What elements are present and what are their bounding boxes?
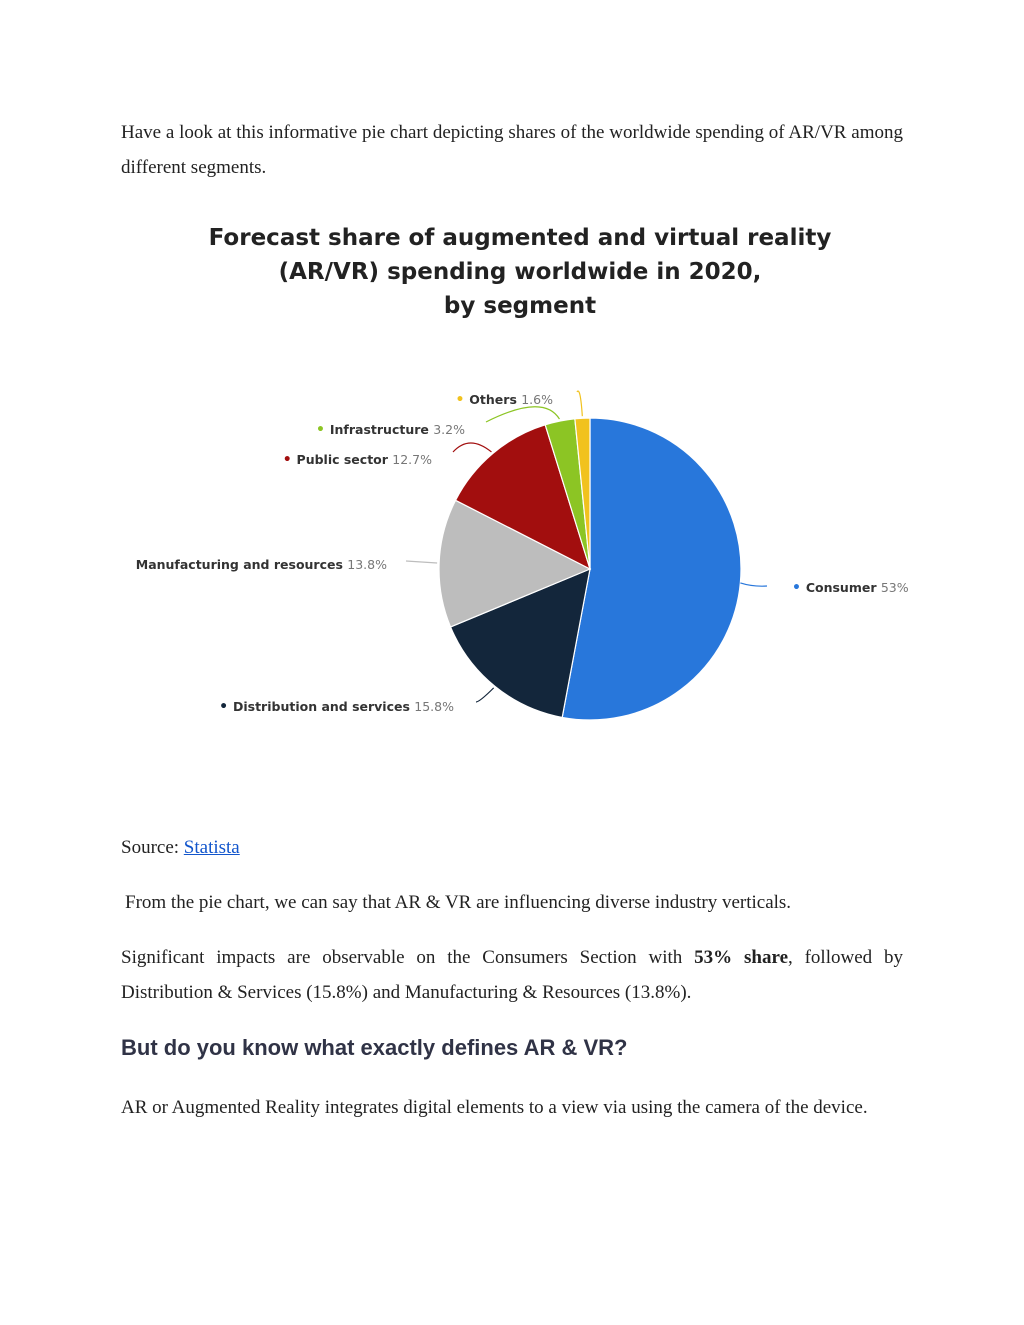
pie-slice-consumer	[561, 417, 742, 721]
pie-label-distribution-and-services: • Distribution and services 15.8%	[219, 699, 454, 715]
pie-label-manufacturing-and-resources: • Manufacturing and resources 13.8%	[130, 557, 387, 573]
pie-label-name: Others	[469, 392, 521, 407]
pie-slice-distribution-and-services	[449, 568, 591, 719]
legend-bullet: •	[792, 580, 806, 596]
legend-bullet: •	[316, 422, 330, 438]
leader-line-distribution-and-services	[475, 687, 495, 703]
legend-bullet: •	[219, 699, 233, 715]
chart-title: Forecast share of augmented and virtual …	[209, 225, 832, 319]
source-link[interactable]: Statista	[183, 837, 240, 858]
paragraph-consumers-after: , followed by Distribution & Services (1…	[121, 947, 903, 1003]
source-prefix: Source:	[121, 837, 184, 858]
leader-line-others	[576, 390, 583, 417]
chart-title-line-1: Forecast share of augmented and virtual …	[209, 225, 832, 251]
pie-label-value: 53%	[881, 580, 909, 595]
consumer-share-bold: 53% share	[694, 947, 788, 968]
leader-line-consumer	[740, 582, 768, 587]
pie-label-name: Public sector	[297, 452, 393, 467]
intro-paragraph: Have a look at this informative pie char…	[121, 122, 903, 178]
leader-line-infrastructure	[485, 406, 560, 423]
pie-label-consumer: • Consumer 53%	[792, 580, 909, 596]
pie-label-infrastructure: • Infrastructure 3.2%	[316, 422, 465, 438]
leader-line-public-sector	[452, 442, 492, 453]
legend-bullet: •	[455, 392, 469, 408]
pie-label-value: 15.8%	[414, 699, 454, 714]
pie-slice-manufacturing-and-resources	[438, 499, 592, 628]
pie-label-name: Infrastructure	[330, 422, 433, 437]
pie-slice-others	[574, 417, 591, 570]
pie-labels: • Consumer 53%• Distribution and service…	[130, 390, 909, 715]
pie-chart: Forecast share of augmented and virtual …	[130, 225, 909, 721]
pie-label-value: 1.6%	[521, 392, 553, 407]
section-heading: But do you know what exactly defines AR …	[121, 1035, 628, 1060]
chart-title-line-3: by segment	[444, 293, 596, 319]
pie-label-name: Consumer	[806, 580, 881, 595]
legend-bullet: •	[130, 557, 136, 573]
paragraph-ar-definition: AR or Augmented Reality integrates digit…	[121, 1097, 868, 1118]
leader-line-manufacturing-and-resources	[405, 560, 438, 564]
pie-label-value: 12.7%	[392, 452, 432, 467]
pie-label-value: 3.2%	[433, 422, 465, 437]
legend-bullet: •	[283, 452, 297, 468]
pie-label-name: Manufacturing and resources	[136, 557, 348, 572]
pie-label-others: • Others 1.6%	[455, 392, 553, 408]
paragraph-consumers-before: Significant impacts are observable on th…	[121, 947, 695, 968]
paragraph-consumers: Significant impacts are observable on th…	[121, 940, 903, 1010]
pie-label-value: 13.8%	[347, 557, 387, 572]
chart-title-line-2: (AR/VR) spending worldwide in 2020,	[279, 259, 762, 285]
paragraph-industry: From the pie chart, we can say that AR &…	[125, 892, 792, 913]
pie-slices	[438, 417, 742, 721]
source-line: Source: Statista	[121, 830, 903, 865]
pie-label-public-sector: • Public sector 12.7%	[283, 452, 432, 468]
pie-label-name: Distribution and services	[233, 699, 414, 714]
